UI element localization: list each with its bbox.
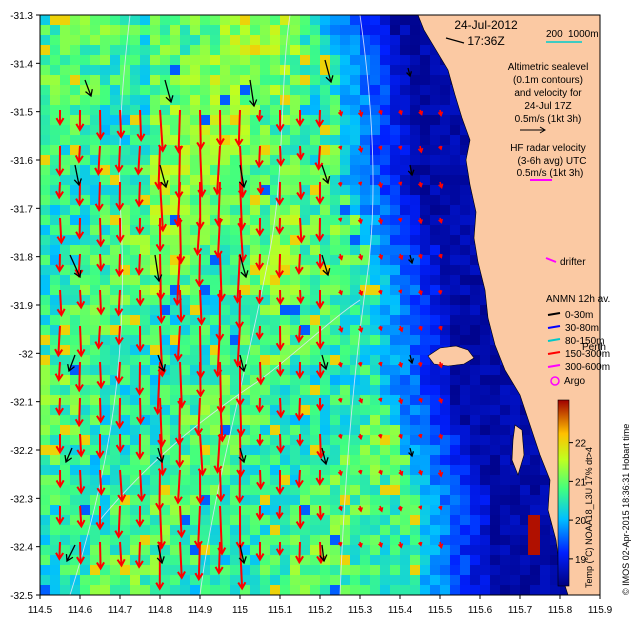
altimetry-legend-line-5: 0.5m/s (1kt 3h) <box>515 114 582 125</box>
hf-legend-line-1: HF radar velocity <box>510 143 586 154</box>
y-axis-ticks: -31.3 -31.4 -31.5 -31.6 -31.7 -31.8 -31.9 -32 -3… <box>10 11 40 602</box>
anmn-legend-label: 30-80m <box>565 323 599 334</box>
altimetry-velocity-arrows <box>64 59 415 565</box>
x-tick-label: 115.6 <box>468 605 493 616</box>
argo-legend-marker <box>550 376 560 386</box>
garden-island <box>511 424 525 476</box>
y-tick-label: -32.3 <box>10 494 33 505</box>
land-heat-mask <box>528 515 540 555</box>
altimetry-legend: Altimetric sealevel (0.1m contours) and … <box>508 62 589 134</box>
y-tick-label: -32.2 <box>10 446 33 457</box>
drifter-legend-marker <box>545 257 557 263</box>
anmn-legend-arrow <box>547 364 561 368</box>
x-tick-label: 114.7 <box>108 605 133 616</box>
colorbar <box>557 399 570 587</box>
anmn-legend-arrow <box>547 325 561 329</box>
anmn-legend-arrow <box>547 338 561 342</box>
x-axis-ticks: 114.5 114.6 114.7 114.8 114.9 115 115.1 115.2 11… <box>28 595 613 616</box>
y-tick-label: -31.7 <box>10 204 33 215</box>
y-tick-label: -32.1 <box>10 398 33 409</box>
argo-legend-label: Argo <box>564 376 586 387</box>
y-tick-label: -31.5 <box>10 108 33 119</box>
anmn-legend-label: 150-300m <box>565 349 610 360</box>
map-date: 24-Jul-2012 <box>454 18 518 32</box>
y-tick-label: -31.3 <box>10 11 33 22</box>
anmn-legend-title: ANMN 12h av. <box>546 294 610 305</box>
y-tick-label: -32.4 <box>10 543 33 554</box>
sealevel-contours <box>69 15 374 595</box>
altimetry-legend-line-2: (0.1m contours) <box>513 75 583 86</box>
x-tick-label: 115 <box>232 605 248 616</box>
x-tick-label: 115.8 <box>548 605 573 616</box>
colorbar-tick-label: 20 <box>575 516 587 527</box>
colorbar-tick-label: 22 <box>575 439 587 450</box>
anmn-legend: ANMN 12h av. 0-30m 30-80m 80-150m 150-300m 3… <box>546 294 610 373</box>
hf-radar-legend: HF radar velocity (3-6h avg) UTC 0.5m/s … <box>510 143 587 181</box>
drifter-legend-label: drifter <box>560 257 586 268</box>
map-time: 17:36Z <box>467 34 504 48</box>
hf-legend-line-2: (3-6h avg) UTC <box>518 156 587 167</box>
colorbar-ticks: 22 21 20 19 <box>569 439 587 566</box>
hf-legend-line-3: 0.5m/s (1kt 3h) <box>517 168 584 179</box>
x-tick-label: 115.2 <box>308 605 333 616</box>
colorbar-tick-label: 19 <box>575 555 587 566</box>
x-tick-label: 115.9 <box>588 605 613 616</box>
anmn-legend-label: 0-30m <box>565 310 593 321</box>
y-tick-label: -31.9 <box>10 301 33 312</box>
scale-label-1000: 1000m <box>568 29 599 40</box>
anmn-legend-label: 300-600m <box>565 362 610 373</box>
altimetry-legend-line-1: Altimetric sealevel <box>508 62 589 73</box>
altimetry-legend-arrowhead <box>539 126 546 134</box>
anmn-legend-arrow <box>547 312 561 316</box>
hf-radar-velocity-arrows <box>54 109 444 591</box>
x-tick-label: 115.7 <box>508 605 533 616</box>
x-tick-label: 114.5 <box>28 605 53 616</box>
credit-text: © IMOS 02-Apr-2015 18:36:31 Hobart time <box>621 424 631 595</box>
altimetry-legend-line-3: and velocity for <box>514 88 582 99</box>
y-tick-label: -32.5 <box>10 591 33 602</box>
y-tick-label: -31.4 <box>10 59 33 70</box>
x-tick-label: 115.5 <box>428 605 453 616</box>
x-tick-label: 114.6 <box>68 605 93 616</box>
colorbar-tick-label: 21 <box>575 477 587 488</box>
y-tick-label: -31.8 <box>10 253 33 264</box>
x-tick-label: 114.9 <box>188 605 213 616</box>
scale-label-200: 200 <box>546 29 563 40</box>
colorbar-title: Temp (°C) NOAA18_L3U 17% dt>4 <box>584 447 594 588</box>
anmn-legend-label: 80-150m <box>565 336 604 347</box>
y-tick-label: -32 <box>19 349 34 360</box>
x-tick-label: 114.8 <box>148 605 173 616</box>
perth-label: Perth <box>582 342 606 353</box>
time-arrow <box>445 37 465 44</box>
y-tick-label: -31.6 <box>10 156 33 167</box>
x-tick-label: 115.1 <box>268 605 293 616</box>
anmn-legend-arrow <box>547 351 561 355</box>
x-tick-label: 115.3 <box>348 605 373 616</box>
x-tick-label: 115.4 <box>388 605 413 616</box>
altimetry-legend-line-4: 24-Jul 17Z <box>524 101 571 112</box>
